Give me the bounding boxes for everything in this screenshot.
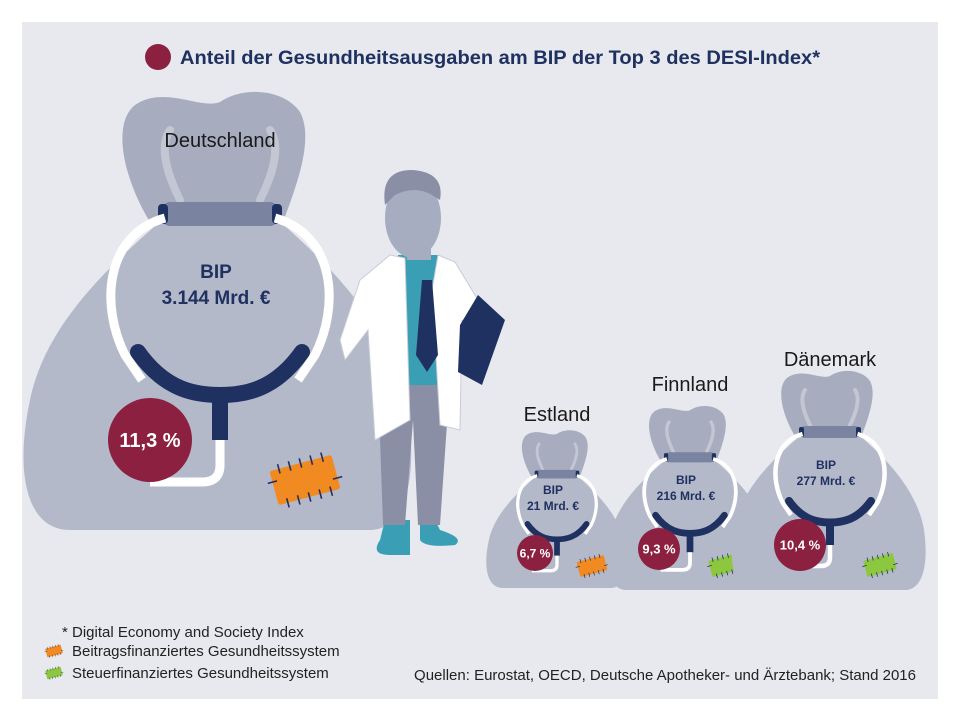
bip-value: 21 Mrd. € bbox=[527, 499, 579, 513]
bip-value: 216 Mrd. € bbox=[657, 489, 716, 503]
patch-beitrag-icon bbox=[575, 553, 609, 579]
country-name: Estland bbox=[524, 404, 591, 426]
bag-estland: Estland BIP 21 Mrd. € 6,7 % bbox=[486, 404, 626, 588]
doctor-clipboard-icon bbox=[458, 295, 505, 385]
bip-value: 277 Mrd. € bbox=[797, 474, 856, 488]
country-name: Dänemark bbox=[784, 349, 877, 371]
title-bullet-icon bbox=[145, 44, 171, 70]
legend-item-steuer: Steuerfinanziertes Gesundheitssystem bbox=[44, 665, 329, 682]
health-spending-share: 11,3 % bbox=[119, 430, 180, 452]
health-spending-share: 6,7 % bbox=[520, 546, 551, 560]
doctor-shoe-left bbox=[376, 520, 410, 555]
doctor-illustration bbox=[339, 170, 505, 555]
country-name: Deutschland bbox=[164, 130, 275, 152]
share-circle bbox=[517, 535, 553, 571]
page-title: Anteil der Gesundheitsausgaben am BIP de… bbox=[180, 48, 821, 69]
bip-label: BIP bbox=[676, 473, 696, 487]
share-circle bbox=[638, 528, 680, 570]
source-text: Quellen: Eurostat, OECD, Deutsche Apothe… bbox=[414, 667, 916, 684]
bip-label: BIP bbox=[200, 262, 232, 283]
share-circle bbox=[774, 519, 826, 571]
health-spending-share: 10,4 % bbox=[780, 538, 821, 553]
bip-label: BIP bbox=[543, 483, 563, 497]
doctor-head bbox=[385, 178, 441, 258]
doctor-tie bbox=[416, 280, 438, 372]
legend-item-beitrag: Beitragsfinanziertes Gesundheitssystem bbox=[44, 643, 340, 660]
doctor-hair bbox=[384, 170, 441, 205]
bag-finnland: Finnland BIP 216 Mrd. € 9,3 % bbox=[607, 374, 771, 590]
bag-deutschland: Deutschland BIP 3.144 Mrd. € 11,3 % bbox=[23, 91, 412, 530]
patch-steuer-icon bbox=[44, 666, 64, 680]
health-spending-share: 9,3 % bbox=[642, 542, 676, 557]
footnote: * Digital Economy and Society Index bbox=[62, 624, 304, 641]
country-name: Finnland bbox=[652, 374, 729, 396]
legend-label: Steuerfinanziertes Gesundheitssystem bbox=[72, 665, 329, 682]
bag-dänemark: Dänemark BIP 277 Mrd. € 10,4 % bbox=[731, 349, 926, 590]
patch-steuer-icon bbox=[862, 551, 898, 579]
doctor-coat-left bbox=[339, 254, 411, 441]
legend-label: Beitragsfinanziertes Gesundheitssystem bbox=[72, 643, 340, 660]
share-circle bbox=[108, 398, 192, 482]
bip-value: 3.144 Mrd. € bbox=[162, 288, 271, 309]
patch-beitrag-icon bbox=[267, 452, 343, 508]
doctor-shoe-right bbox=[420, 520, 458, 546]
patch-beitrag-icon bbox=[44, 644, 64, 658]
bip-label: BIP bbox=[816, 458, 836, 472]
